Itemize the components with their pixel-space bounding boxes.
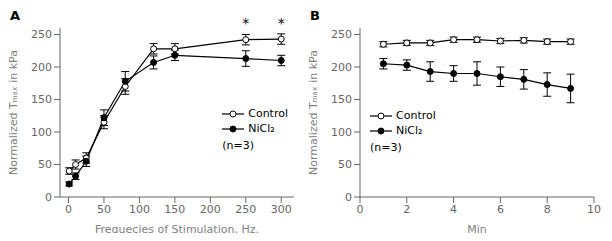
svg-text:300: 300: [271, 203, 292, 216]
svg-text:100: 100: [331, 126, 352, 139]
svg-text:Normalized Tₘₐₓ in kPa: Normalized Tₘₐₓ in kPa: [8, 50, 20, 175]
svg-text:10: 10: [587, 203, 601, 216]
svg-text:2: 2: [403, 203, 410, 216]
svg-text:0: 0: [357, 203, 364, 216]
svg-text:0: 0: [45, 191, 52, 204]
html-text:A: A: [10, 8, 21, 23]
svg-text:250: 250: [235, 203, 256, 216]
svg-text:Min: Min: [467, 223, 487, 233]
svg-text:50: 50: [38, 158, 52, 171]
html-text:Control: Control: [396, 109, 436, 122]
html-text:(n=3): (n=3): [370, 141, 402, 154]
svg-text:150: 150: [331, 93, 352, 106]
svg-text:250: 250: [331, 28, 352, 41]
svg-text:Frequecies of Stimulation, Hz.: Frequecies of Stimulation, Hz.: [95, 223, 259, 233]
svg-text:4: 4: [450, 203, 457, 216]
svg-text:200: 200: [331, 61, 352, 74]
svg-text:0: 0: [345, 191, 352, 204]
html-text:NiCl₂: NiCl₂: [248, 122, 275, 135]
svg-text:8: 8: [544, 203, 551, 216]
svg-text:100: 100: [31, 126, 52, 139]
svg-text:*: *: [242, 15, 249, 31]
svg-text:6: 6: [497, 203, 504, 216]
svg-text:100: 100: [129, 203, 150, 216]
svg-text:150: 150: [31, 93, 52, 106]
html-text:(n=3): (n=3): [222, 139, 254, 152]
svg-text:150: 150: [164, 203, 185, 216]
svg-text:50: 50: [338, 158, 352, 171]
html-text:B: B: [310, 8, 320, 23]
svg-text:Normalized Tₘₐₓ in kPa: Normalized Tₘₐₓ in kPa: [308, 50, 320, 175]
svg-text:50: 50: [97, 203, 111, 216]
html-text:Control: Control: [248, 107, 288, 120]
svg-text:200: 200: [31, 61, 52, 74]
html-text:NiCl₂: NiCl₂: [396, 124, 423, 137]
svg-text:0: 0: [65, 203, 72, 216]
svg-text:200: 200: [200, 203, 221, 216]
svg-text:250: 250: [31, 28, 52, 41]
svg-text:*: *: [278, 15, 285, 31]
